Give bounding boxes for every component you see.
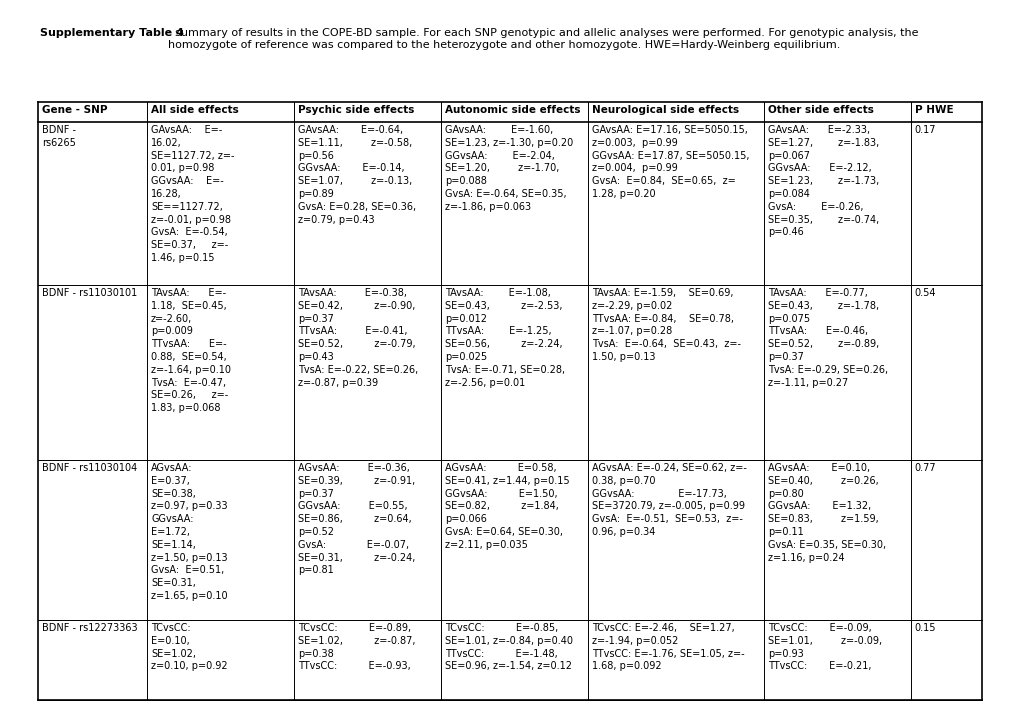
Text: 0.15: 0.15 [914,623,935,633]
Text: BDNF - rs11030101: BDNF - rs11030101 [42,288,138,298]
Text: GAvsAA:      E=-2.33,
SE=1.27,        z=-1.83,
p=0.067
GGvsAA:      E=-2.12,
SE=: GAvsAA: E=-2.33, SE=1.27, z=-1.83, p=0.0… [767,125,878,238]
Text: AGvsAA:         E=-0.36,
SE=0.39,          z=-0.91,
p=0.37
GGvsAA:         E=0.5: AGvsAA: E=-0.36, SE=0.39, z=-0.91, p=0.3… [298,463,415,575]
Text: 0.54: 0.54 [914,288,935,298]
Text: GAvsAA:    E=-
16.02,
SE=1127.72, z=-
0.01, p=0.98
GGvsAA:    E=-
16.28,
SE==112: GAvsAA: E=- 16.02, SE=1127.72, z=- 0.01,… [151,125,234,263]
Text: Neurological side effects: Neurological side effects [592,105,739,115]
Text: TCvsCC: E=-2.46,    SE=1.27,
z=-1.94, p=0.052
TTvsCC: E=-1.76, SE=1.05, z=-
1.68: TCvsCC: E=-2.46, SE=1.27, z=-1.94, p=0.0… [592,623,744,671]
Text: Gene - SNP: Gene - SNP [42,105,107,115]
Text: TCvsCC:          E=-0.89,
SE=1.02,          z=-0.87,
p=0.38
TTvsCC:          E=-: TCvsCC: E=-0.89, SE=1.02, z=-0.87, p=0.3… [298,623,416,671]
Text: GAvsAA:        E=-1.60,
SE=1.23, z=-1.30, p=0.20
GGvsAA:        E=-2.04,
SE=1.20: GAvsAA: E=-1.60, SE=1.23, z=-1.30, p=0.2… [444,125,573,212]
Text: TAvsAA:        E=-1.08,
SE=0.43,          z=-2.53,
p=0.012
TTvsAA:        E=-1.2: TAvsAA: E=-1.08, SE=0.43, z=-2.53, p=0.0… [444,288,565,387]
Text: TAvsAA:         E=-0.38,
SE=0.42,          z=-0.90,
p=0.37
TTvsAA:         E=-0.: TAvsAA: E=-0.38, SE=0.42, z=-0.90, p=0.3… [298,288,418,387]
Text: TAvsAA: E=-1.59,    SE=0.69,
z=-2.29, p=0.02
TTvsAA: E=-0.84,    SE=0.78,
z=-1.0: TAvsAA: E=-1.59, SE=0.69, z=-2.29, p=0.0… [592,288,741,362]
Text: 0.17: 0.17 [914,125,935,135]
Text: TCvsCC:       E=-0.09,
SE=1.01,         z=-0.09,
p=0.93
TTvsCC:       E=-0.21,: TCvsCC: E=-0.09, SE=1.01, z=-0.09, p=0.9… [767,623,881,671]
Text: AGvsAA:          E=0.58,
SE=0.41, z=1.44, p=0.15
GGvsAA:          E=1.50,
SE=0.8: AGvsAA: E=0.58, SE=0.41, z=1.44, p=0.15 … [444,463,570,550]
Text: Other side effects: Other side effects [767,105,873,115]
Text: AGvsAA: E=-0.24, SE=0.62, z=-
0.38, p=0.70
GGvsAA:              E=-17.73,
SE=372: AGvsAA: E=-0.24, SE=0.62, z=- 0.38, p=0.… [592,463,746,537]
Text: GAvsAA:       E=-0.64,
SE=1.11,         z=-0.58,
p=0.56
GGvsAA:       E=-0.14,
S: GAvsAA: E=-0.64, SE=1.11, z=-0.58, p=0.5… [298,125,416,225]
Text: Autonomic side effects: Autonomic side effects [444,105,580,115]
Text: TCvsCC:
E=0.10,
SE=1.02,
z=0.10, p=0.92: TCvsCC: E=0.10, SE=1.02, z=0.10, p=0.92 [151,623,227,671]
Text: TCvsCC:          E=-0.85,
SE=1.01, z=-0.84, p=0.40
TTvsCC:          E=-1.48,
SE=: TCvsCC: E=-0.85, SE=1.01, z=-0.84, p=0.4… [444,623,573,671]
Text: All side effects: All side effects [151,105,238,115]
Text: 0.77: 0.77 [914,463,935,473]
Text: GAvsAA: E=17.16, SE=5050.15,
z=0.003,  p=0.99
GGvsAA: E=17.87, SE=5050.15,
z=0.0: GAvsAA: E=17.16, SE=5050.15, z=0.003, p=… [592,125,749,199]
Text: TAvsAA:      E=-
1.18,  SE=0.45,
z=-2.60,
p=0.009
TTvsAA:      E=-
0.88,  SE=0.5: TAvsAA: E=- 1.18, SE=0.45, z=-2.60, p=0.… [151,288,231,413]
Text: TAvsAA:      E=-0.77,
SE=0.43,        z=-1.78,
p=0.075
TTvsAA:      E=-0.46,
SE=: TAvsAA: E=-0.77, SE=0.43, z=-1.78, p=0.0… [767,288,888,387]
Text: BDNF - rs12273363: BDNF - rs12273363 [42,623,138,633]
Text: Supplementary Table 4: Supplementary Table 4 [40,28,183,38]
Text: P HWE: P HWE [914,105,953,115]
Text: AGvsAA:       E=0.10,
SE=0.40,         z=0.26,
p=0.80
GGvsAA:       E=1.32,
SE=0: AGvsAA: E=0.10, SE=0.40, z=0.26, p=0.80 … [767,463,886,562]
Text: AGvsAA:
E=0.37,
SE=0.38,
z=0.97, p=0.33
GGvsAA:
E=1.72,
SE=1.14,
z=1.50, p=0.13
: AGvsAA: E=0.37, SE=0.38, z=0.97, p=0.33 … [151,463,227,601]
Text: BDNF -
rs6265: BDNF - rs6265 [42,125,76,148]
Bar [38,102,981,700]
Text: BDNF - rs11030104: BDNF - rs11030104 [42,463,138,473]
Text: Psychic side effects: Psychic side effects [298,105,414,115]
Text: : summary of results in the COPE-BD sample. For each SNP genotypic and allelic a: : summary of results in the COPE-BD samp… [168,28,917,50]
